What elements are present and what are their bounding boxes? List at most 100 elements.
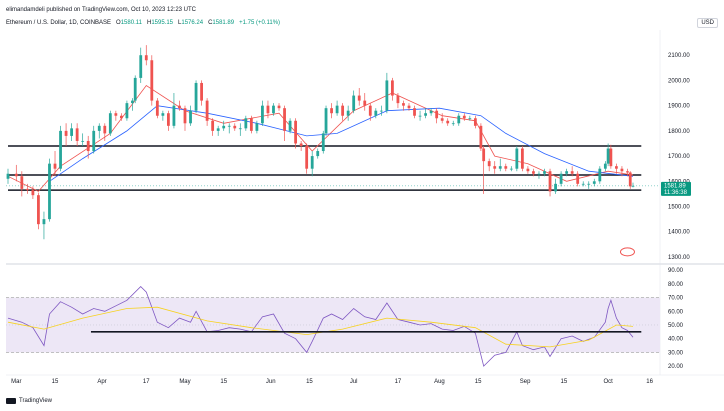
candle xyxy=(92,125,96,154)
candle xyxy=(620,166,624,177)
candle xyxy=(554,178,557,194)
candle-body xyxy=(114,113,118,116)
candle xyxy=(294,118,298,149)
candle xyxy=(125,100,129,121)
candle-body xyxy=(379,110,383,112)
time-tick-label: Oct xyxy=(603,379,613,385)
candle xyxy=(576,171,580,187)
candle-body xyxy=(592,181,596,184)
last-price-tag-label: 1581.89 xyxy=(664,183,686,189)
candle xyxy=(581,181,585,187)
candle xyxy=(537,171,541,179)
candle-body xyxy=(609,148,613,167)
close-label: C xyxy=(208,20,213,26)
candle xyxy=(53,151,57,177)
candle-body xyxy=(150,60,154,101)
candle-body xyxy=(255,123,259,131)
high-readout: H1595.15 xyxy=(147,20,173,26)
time-tick-label: Aug xyxy=(434,379,445,385)
candle xyxy=(559,171,563,187)
candle-body xyxy=(305,146,309,169)
candle xyxy=(75,123,79,146)
candle-body xyxy=(183,108,187,124)
candle xyxy=(42,211,46,240)
candle-body xyxy=(435,110,439,119)
low-label: L xyxy=(178,20,182,26)
candle xyxy=(548,168,552,197)
candle xyxy=(103,123,107,141)
candle-body xyxy=(532,171,535,174)
candle-body xyxy=(59,130,62,169)
candle xyxy=(155,98,159,119)
candle xyxy=(299,140,303,152)
candle-body xyxy=(504,166,508,169)
candle-body xyxy=(42,219,46,225)
candle-body xyxy=(526,168,530,172)
candle-body xyxy=(266,105,270,114)
candle-body xyxy=(598,168,602,182)
candle xyxy=(462,113,466,121)
candle xyxy=(418,110,422,121)
currency-button[interactable]: USD xyxy=(697,18,718,28)
candle xyxy=(97,123,101,139)
candle-body xyxy=(429,110,433,114)
candle xyxy=(133,75,137,104)
price-tick-label: 2100.00 xyxy=(668,53,690,59)
candle xyxy=(451,120,455,126)
candle-body xyxy=(479,125,483,149)
candle xyxy=(543,168,546,177)
high-label: H xyxy=(146,20,152,26)
candle xyxy=(457,113,461,126)
candle-body xyxy=(487,161,491,167)
candle-body xyxy=(396,95,400,104)
candle-body xyxy=(277,105,281,109)
time-tick-label: May xyxy=(179,379,190,385)
rsi-series-line xyxy=(7,286,634,367)
candle xyxy=(25,183,29,194)
candle-body xyxy=(424,113,427,116)
time-tick-label: Mar xyxy=(11,379,21,385)
candle-body xyxy=(288,120,292,131)
candle-body xyxy=(70,128,74,136)
candle xyxy=(379,105,383,116)
candle xyxy=(244,115,248,131)
candle-body xyxy=(200,82,203,101)
candle xyxy=(131,98,134,111)
candle xyxy=(139,47,143,83)
candle xyxy=(335,100,339,116)
candle xyxy=(479,123,483,152)
candle xyxy=(288,118,292,134)
footer-brand: TradingView xyxy=(6,398,52,404)
candle-body xyxy=(6,173,10,179)
candle xyxy=(440,113,444,124)
candle xyxy=(352,90,356,114)
candle xyxy=(48,158,51,222)
candle-body xyxy=(283,108,286,131)
candle-body xyxy=(125,103,129,119)
candle-body xyxy=(330,108,333,114)
candle-body xyxy=(363,100,367,106)
rsi-tick-label: 40.00 xyxy=(668,337,684,343)
candle xyxy=(592,178,596,187)
candle-body xyxy=(570,171,574,174)
candle xyxy=(261,100,264,126)
candle-body xyxy=(324,108,328,134)
price-tick-label: 1400.00 xyxy=(668,230,690,236)
candle-body xyxy=(385,80,389,111)
candle xyxy=(357,88,361,106)
rsi-tick-label: 70.00 xyxy=(668,296,684,302)
candle-body xyxy=(413,108,416,116)
candle-body xyxy=(468,118,472,120)
candle xyxy=(570,166,574,177)
open-label: O xyxy=(116,20,121,26)
candle-body xyxy=(543,171,546,174)
candle xyxy=(37,192,40,230)
high-value: 1595.15 xyxy=(151,20,174,26)
candle xyxy=(487,158,491,172)
candle-body xyxy=(548,171,552,192)
candle-body xyxy=(238,128,242,130)
candle-body xyxy=(509,168,513,170)
candle xyxy=(435,108,439,124)
publish-info: elimandamdeli published on TradingView.c… xyxy=(6,7,196,13)
